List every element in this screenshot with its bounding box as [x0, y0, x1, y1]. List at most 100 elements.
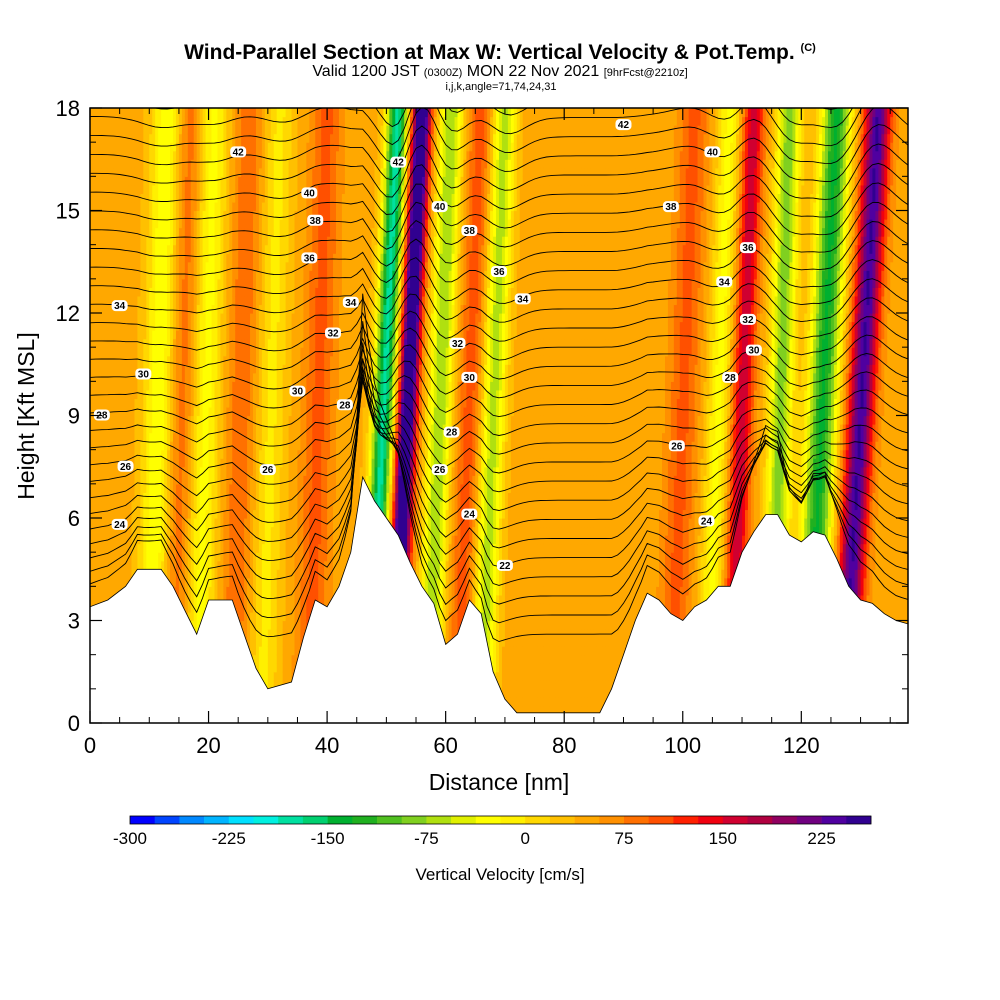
- velocity-cell: [98, 466, 103, 476]
- velocity-cell: [244, 577, 248, 587]
- velocity-cell: [110, 577, 115, 587]
- velocity-cell: [226, 364, 230, 374]
- velocity-cell: [110, 287, 115, 297]
- velocity-cell: [291, 398, 296, 408]
- velocity-cell: [92, 125, 97, 135]
- velocity-cell: [187, 518, 192, 528]
- velocity-cell: [155, 389, 159, 400]
- velocity-cell: [119, 176, 124, 186]
- velocity-cell: [229, 253, 233, 263]
- velocity-cell: [214, 142, 219, 152]
- velocity-cell: [172, 219, 177, 229]
- velocity-cell: [143, 295, 147, 306]
- velocity-cell: [137, 116, 141, 126]
- velocity-cell: [175, 116, 180, 126]
- velocity-cell: [199, 535, 204, 545]
- velocity-cell: [273, 253, 278, 263]
- velocity-cell: [217, 201, 221, 212]
- velocity-cell: [184, 304, 189, 314]
- velocity-cell: [110, 509, 115, 519]
- velocity-cell: [193, 577, 198, 587]
- velocity-cell: [264, 586, 269, 596]
- velocity-cell: [125, 560, 130, 570]
- velocity-cell: [196, 210, 201, 220]
- velocity-cell: [270, 389, 275, 400]
- velocity-cell: [175, 210, 180, 220]
- velocity-cell: [214, 295, 219, 306]
- velocity-cell: [226, 406, 230, 417]
- velocity-cell: [172, 253, 177, 263]
- velocity-cell: [164, 270, 168, 280]
- velocity-cell: [170, 193, 174, 203]
- velocity-cell: [285, 475, 290, 485]
- velocity-cell: [128, 219, 133, 229]
- velocity-cell: [250, 586, 254, 596]
- velocity-cell: [128, 253, 133, 263]
- velocity-cell: [253, 611, 257, 622]
- velocity-cell: [187, 364, 192, 374]
- velocity-cell: [90, 321, 94, 331]
- velocity-cell: [190, 313, 195, 323]
- velocity-cell: [288, 159, 293, 169]
- velocity-cell: [276, 201, 281, 212]
- velocity-cell: [190, 441, 195, 451]
- velocity-cell: [220, 313, 224, 323]
- velocity-cell: [238, 347, 242, 357]
- velocity-cell: [140, 432, 144, 442]
- velocity-cell: [229, 287, 233, 297]
- velocity-cell: [238, 287, 242, 297]
- velocity-cell: [158, 227, 162, 237]
- velocity-cell: [255, 432, 260, 442]
- velocity-cell: [267, 560, 272, 570]
- velocity-cell: [229, 244, 233, 254]
- velocity-cell: [255, 629, 260, 639]
- velocity-cell: [282, 449, 287, 459]
- velocity-cell: [226, 449, 230, 459]
- velocity-cell: [140, 287, 144, 297]
- velocity-cell: [172, 432, 177, 442]
- velocity-cell: [279, 449, 284, 459]
- velocity-cell: [119, 509, 124, 519]
- velocity-cell: [113, 116, 118, 126]
- velocity-cell: [258, 398, 263, 408]
- velocity-cell: [90, 586, 94, 596]
- velocity-cell: [152, 492, 156, 502]
- velocity-cell: [190, 475, 195, 485]
- velocity-cell: [113, 184, 118, 195]
- velocity-cell: [92, 313, 97, 323]
- velocity-cell: [140, 261, 144, 271]
- velocity-cell: [125, 108, 130, 118]
- velocity-cell: [113, 133, 118, 143]
- velocity-cell: [146, 441, 150, 451]
- velocity-cell: [172, 466, 177, 476]
- velocity-cell: [253, 142, 257, 152]
- velocity-cell: [267, 330, 272, 340]
- velocity-cell: [285, 441, 290, 451]
- velocity-cell: [217, 347, 221, 357]
- velocity-cell: [128, 108, 133, 118]
- velocity-cell: [175, 133, 180, 143]
- velocity-cell: [217, 142, 221, 152]
- velocity-cell: [250, 219, 254, 229]
- velocity-cell: [258, 611, 263, 622]
- velocity-cell: [255, 449, 260, 459]
- velocity-cell: [116, 526, 121, 536]
- velocity-cell: [152, 125, 156, 135]
- velocity-cell: [95, 424, 100, 434]
- velocity-cell: [270, 475, 275, 485]
- velocity-cell: [131, 313, 136, 323]
- velocity-cell: [282, 577, 287, 587]
- velocity-cell: [116, 543, 121, 553]
- velocity-cell: [134, 406, 139, 417]
- velocity-cell: [187, 611, 192, 622]
- velocity-cell: [276, 253, 281, 263]
- velocity-cell: [282, 424, 287, 434]
- velocity-cell: [208, 535, 213, 545]
- velocity-cell: [235, 381, 239, 391]
- velocity-cell: [267, 184, 272, 195]
- velocity-cell: [285, 167, 290, 177]
- velocity-cell: [199, 441, 204, 451]
- velocity-cell: [250, 347, 254, 357]
- velocity-cell: [208, 381, 213, 391]
- velocity-cell: [235, 295, 239, 306]
